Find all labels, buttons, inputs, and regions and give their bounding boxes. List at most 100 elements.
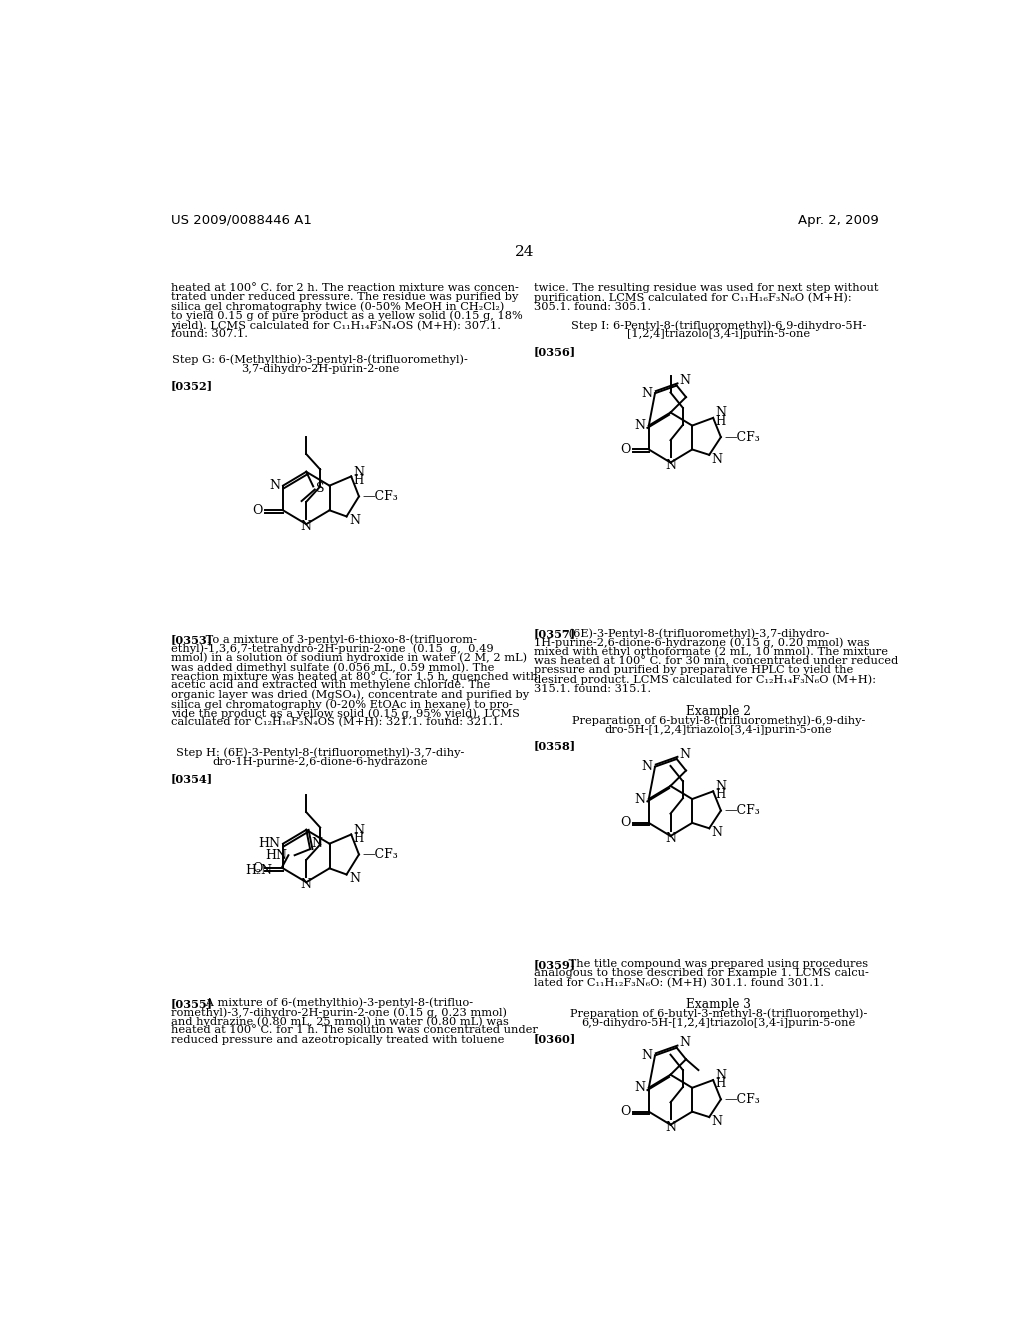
Text: ethyl)-1,3,6,7-tetrahydro-2H-purin-2-one  (0.15  g,  0.49: ethyl)-1,3,6,7-tetrahydro-2H-purin-2-one… <box>171 644 494 655</box>
Text: US 2009/0088446 A1: US 2009/0088446 A1 <box>171 214 311 227</box>
Text: trated under reduced pressure. The residue was purified by: trated under reduced pressure. The resid… <box>171 293 518 302</box>
Text: reaction mixture was heated at 80° C. for 1.5 h, quenched with: reaction mixture was heated at 80° C. fo… <box>171 671 538 682</box>
Text: H: H <box>353 474 364 487</box>
Text: —CF₃: —CF₃ <box>725 804 761 817</box>
Text: N: N <box>642 760 652 774</box>
Text: Preparation of 6-butyl-3-methyl-8-(trifluoromethyl)-: Preparation of 6-butyl-3-methyl-8-(trifl… <box>570 1008 867 1019</box>
Text: 1H-purine-2,6-dione-6-hydrazone (0.15 g, 0.20 mmol) was: 1H-purine-2,6-dione-6-hydrazone (0.15 g,… <box>535 638 869 648</box>
Text: N: N <box>665 1121 676 1134</box>
Text: romethyl)-3,7-dihydro-2H-purin-2-one (0.15 g, 0.23 mmol): romethyl)-3,7-dihydro-2H-purin-2-one (0.… <box>171 1007 507 1018</box>
Text: O: O <box>253 504 263 517</box>
Text: [0353]: [0353] <box>171 635 213 645</box>
Text: N: N <box>301 520 311 533</box>
Text: O: O <box>620 444 630 455</box>
Text: [0352]: [0352] <box>171 380 213 391</box>
Text: 305.1. found: 305.1.: 305.1. found: 305.1. <box>535 302 651 312</box>
Text: [1,2,4]triazolo[3,4-i]purin-5-one: [1,2,4]triazolo[3,4-i]purin-5-one <box>627 330 810 339</box>
Text: [0360]: [0360] <box>535 1034 577 1044</box>
Text: N: N <box>716 780 726 793</box>
Text: pressure and purified by preparative HPLC to yield the: pressure and purified by preparative HPL… <box>535 665 853 675</box>
Text: [0355]: [0355] <box>171 998 213 1008</box>
Text: To a mixture of 3-pentyl-6-thioxo-8-(trifluorom-: To a mixture of 3-pentyl-6-thioxo-8-(tri… <box>202 635 476 645</box>
Text: —CF₃: —CF₃ <box>362 490 398 503</box>
Text: O: O <box>620 816 630 829</box>
Text: analogous to those described for Example 1. LCMS calcu-: analogous to those described for Example… <box>535 969 869 978</box>
Text: Apr. 2, 2009: Apr. 2, 2009 <box>799 214 879 227</box>
Text: H: H <box>716 1077 726 1090</box>
Text: N: N <box>679 374 690 387</box>
Text: N: N <box>353 824 365 837</box>
Text: N: N <box>301 878 311 891</box>
Text: N: N <box>716 407 726 420</box>
Text: N: N <box>269 479 280 492</box>
Text: vide the product as a yellow solid (0.15 g, 95% yield). LCMS: vide the product as a yellow solid (0.15… <box>171 708 519 719</box>
Text: N: N <box>679 747 690 760</box>
Text: purification. LCMS calculated for C₁₁H₁₆F₃N₆O (M+H):: purification. LCMS calculated for C₁₁H₁₆… <box>535 293 852 304</box>
Text: silica gel chromatography twice (0-50% MeOH in CH₂Cl₂): silica gel chromatography twice (0-50% M… <box>171 302 504 313</box>
Text: Step G: 6-(Methylthio)-3-pentyl-8-(trifluoromethyl)-: Step G: 6-(Methylthio)-3-pentyl-8-(trifl… <box>172 355 468 366</box>
Text: N: N <box>679 1036 690 1049</box>
Text: N: N <box>635 1081 646 1094</box>
Text: was added dimethyl sulfate (0.056 mL, 0.59 mmol). The: was added dimethyl sulfate (0.056 mL, 0.… <box>171 663 494 673</box>
Text: Step I: 6-Pentyl-8-(trifluoromethyl)-6,9-dihydro-5H-: Step I: 6-Pentyl-8-(trifluoromethyl)-6,9… <box>570 321 866 331</box>
Text: heated at 100° C. for 2 h. The reaction mixture was concen-: heated at 100° C. for 2 h. The reaction … <box>171 284 518 293</box>
Text: N: N <box>642 387 652 400</box>
Text: N: N <box>712 1114 723 1127</box>
Text: A mixture of 6-(methylthio)-3-pentyl-8-(trifluo-: A mixture of 6-(methylthio)-3-pentyl-8-(… <box>202 998 473 1008</box>
Text: Step H: (6E)-3-Pentyl-8-(trifluoromethyl)-3,7-dihy-: Step H: (6E)-3-Pentyl-8-(trifluoromethyl… <box>176 747 465 758</box>
Text: N: N <box>712 453 723 466</box>
Text: H: H <box>353 832 364 845</box>
Text: [0354]: [0354] <box>171 774 213 784</box>
Text: twice. The resulting residue was used for next step without: twice. The resulting residue was used fo… <box>535 284 879 293</box>
Text: Example 3: Example 3 <box>686 998 751 1011</box>
Text: lated for C₁₁H₁₂F₃N₆O: (M+H) 301.1. found 301.1.: lated for C₁₁H₁₂F₃N₆O: (M+H) 301.1. foun… <box>535 978 824 987</box>
Text: organic layer was dried (MgSO₄), concentrate and purified by: organic layer was dried (MgSO₄), concent… <box>171 689 528 701</box>
Text: H₂N: H₂N <box>245 865 272 878</box>
Text: and hydrazine (0.80 mL, 25 mmol) in water (0.80 mL) was: and hydrazine (0.80 mL, 25 mmol) in wate… <box>171 1016 509 1027</box>
Text: mixed with ethyl orthoformate (2 mL, 10 mmol). The mixture: mixed with ethyl orthoformate (2 mL, 10 … <box>535 647 888 657</box>
Text: O: O <box>620 1105 630 1118</box>
Text: N: N <box>712 826 723 840</box>
Text: HN: HN <box>265 849 287 862</box>
Text: 3,7-dihydro-2H-purin-2-one: 3,7-dihydro-2H-purin-2-one <box>241 364 399 374</box>
Text: N: N <box>349 515 359 527</box>
Text: N: N <box>353 466 365 479</box>
Text: The title compound was prepared using procedures: The title compound was prepared using pr… <box>565 960 868 969</box>
Text: N: N <box>716 1069 726 1081</box>
Text: H: H <box>716 788 726 801</box>
Text: N: N <box>665 459 676 471</box>
Text: desired product. LCMS calculated for C₁₂H₁₄F₃N₆O (M+H):: desired product. LCMS calculated for C₁₂… <box>535 675 877 685</box>
Text: N: N <box>349 873 359 886</box>
Text: —CF₃: —CF₃ <box>362 847 398 861</box>
Text: dro-1H-purine-2,6-dione-6-hydrazone: dro-1H-purine-2,6-dione-6-hydrazone <box>212 756 428 767</box>
Text: S: S <box>315 482 324 495</box>
Text: H: H <box>716 414 726 428</box>
Text: [0357]: [0357] <box>535 628 577 639</box>
Text: 315.1. found: 315.1.: 315.1. found: 315.1. <box>535 684 651 693</box>
Text: yield). LCMS calculated for C₁₁H₁₄F₃N₄OS (M+H): 307.1.: yield). LCMS calculated for C₁₁H₁₄F₃N₄OS… <box>171 321 501 331</box>
Text: —CF₃: —CF₃ <box>725 1093 761 1106</box>
Text: reduced pressure and azeotropically treated with toluene: reduced pressure and azeotropically trea… <box>171 1035 504 1044</box>
Text: —CF₃: —CF₃ <box>725 430 761 444</box>
Text: dro-5H-[1,2,4]triazolo[3,4-i]purin-5-one: dro-5H-[1,2,4]triazolo[3,4-i]purin-5-one <box>605 725 833 735</box>
Text: found: 307.1.: found: 307.1. <box>171 330 248 339</box>
Text: HN: HN <box>258 837 280 850</box>
Text: Preparation of 6-butyl-8-(trifluoromethyl)-6,9-dihy-: Preparation of 6-butyl-8-(trifluoromethy… <box>571 715 865 726</box>
Text: 6,9-dihydro-5H-[1,2,4]triazolo[3,4-i]purin-5-one: 6,9-dihydro-5H-[1,2,4]triazolo[3,4-i]pur… <box>582 1018 856 1028</box>
Text: mmol) in a solution of sodium hydroxide in water (2 M, 2 mL): mmol) in a solution of sodium hydroxide … <box>171 653 526 664</box>
Text: [0356]: [0356] <box>535 346 577 358</box>
Text: silica gel chromatography (0-20% EtOAc in hexane) to pro-: silica gel chromatography (0-20% EtOAc i… <box>171 700 512 710</box>
Text: N: N <box>635 418 646 432</box>
Text: [0359]: [0359] <box>535 960 577 970</box>
Text: Example 2: Example 2 <box>686 705 751 718</box>
Text: acetic acid and extracted with methylene chloride. The: acetic acid and extracted with methylene… <box>171 681 489 690</box>
Text: was heated at 100° C. for 30 min, concentrated under reduced: was heated at 100° C. for 30 min, concen… <box>535 656 898 667</box>
Text: N: N <box>311 837 323 850</box>
Text: O: O <box>253 862 263 875</box>
Text: 24: 24 <box>515 244 535 259</box>
Text: heated at 100° C. for 1 h. The solution was concentrated under: heated at 100° C. for 1 h. The solution … <box>171 1026 538 1035</box>
Text: to yield 0.15 g of pure product as a yellow solid (0.15 g, 18%: to yield 0.15 g of pure product as a yel… <box>171 312 522 322</box>
Text: calculated for C₁₂H₁₆F₃N₄OS (M+H): 321.1. found: 321.1.: calculated for C₁₂H₁₆F₃N₄OS (M+H): 321.1… <box>171 718 503 727</box>
Text: N: N <box>642 1049 652 1063</box>
Text: (6E)-3-Pentyl-8-(trifluoromethyl)-3,7-dihydro-: (6E)-3-Pentyl-8-(trifluoromethyl)-3,7-di… <box>565 628 829 639</box>
